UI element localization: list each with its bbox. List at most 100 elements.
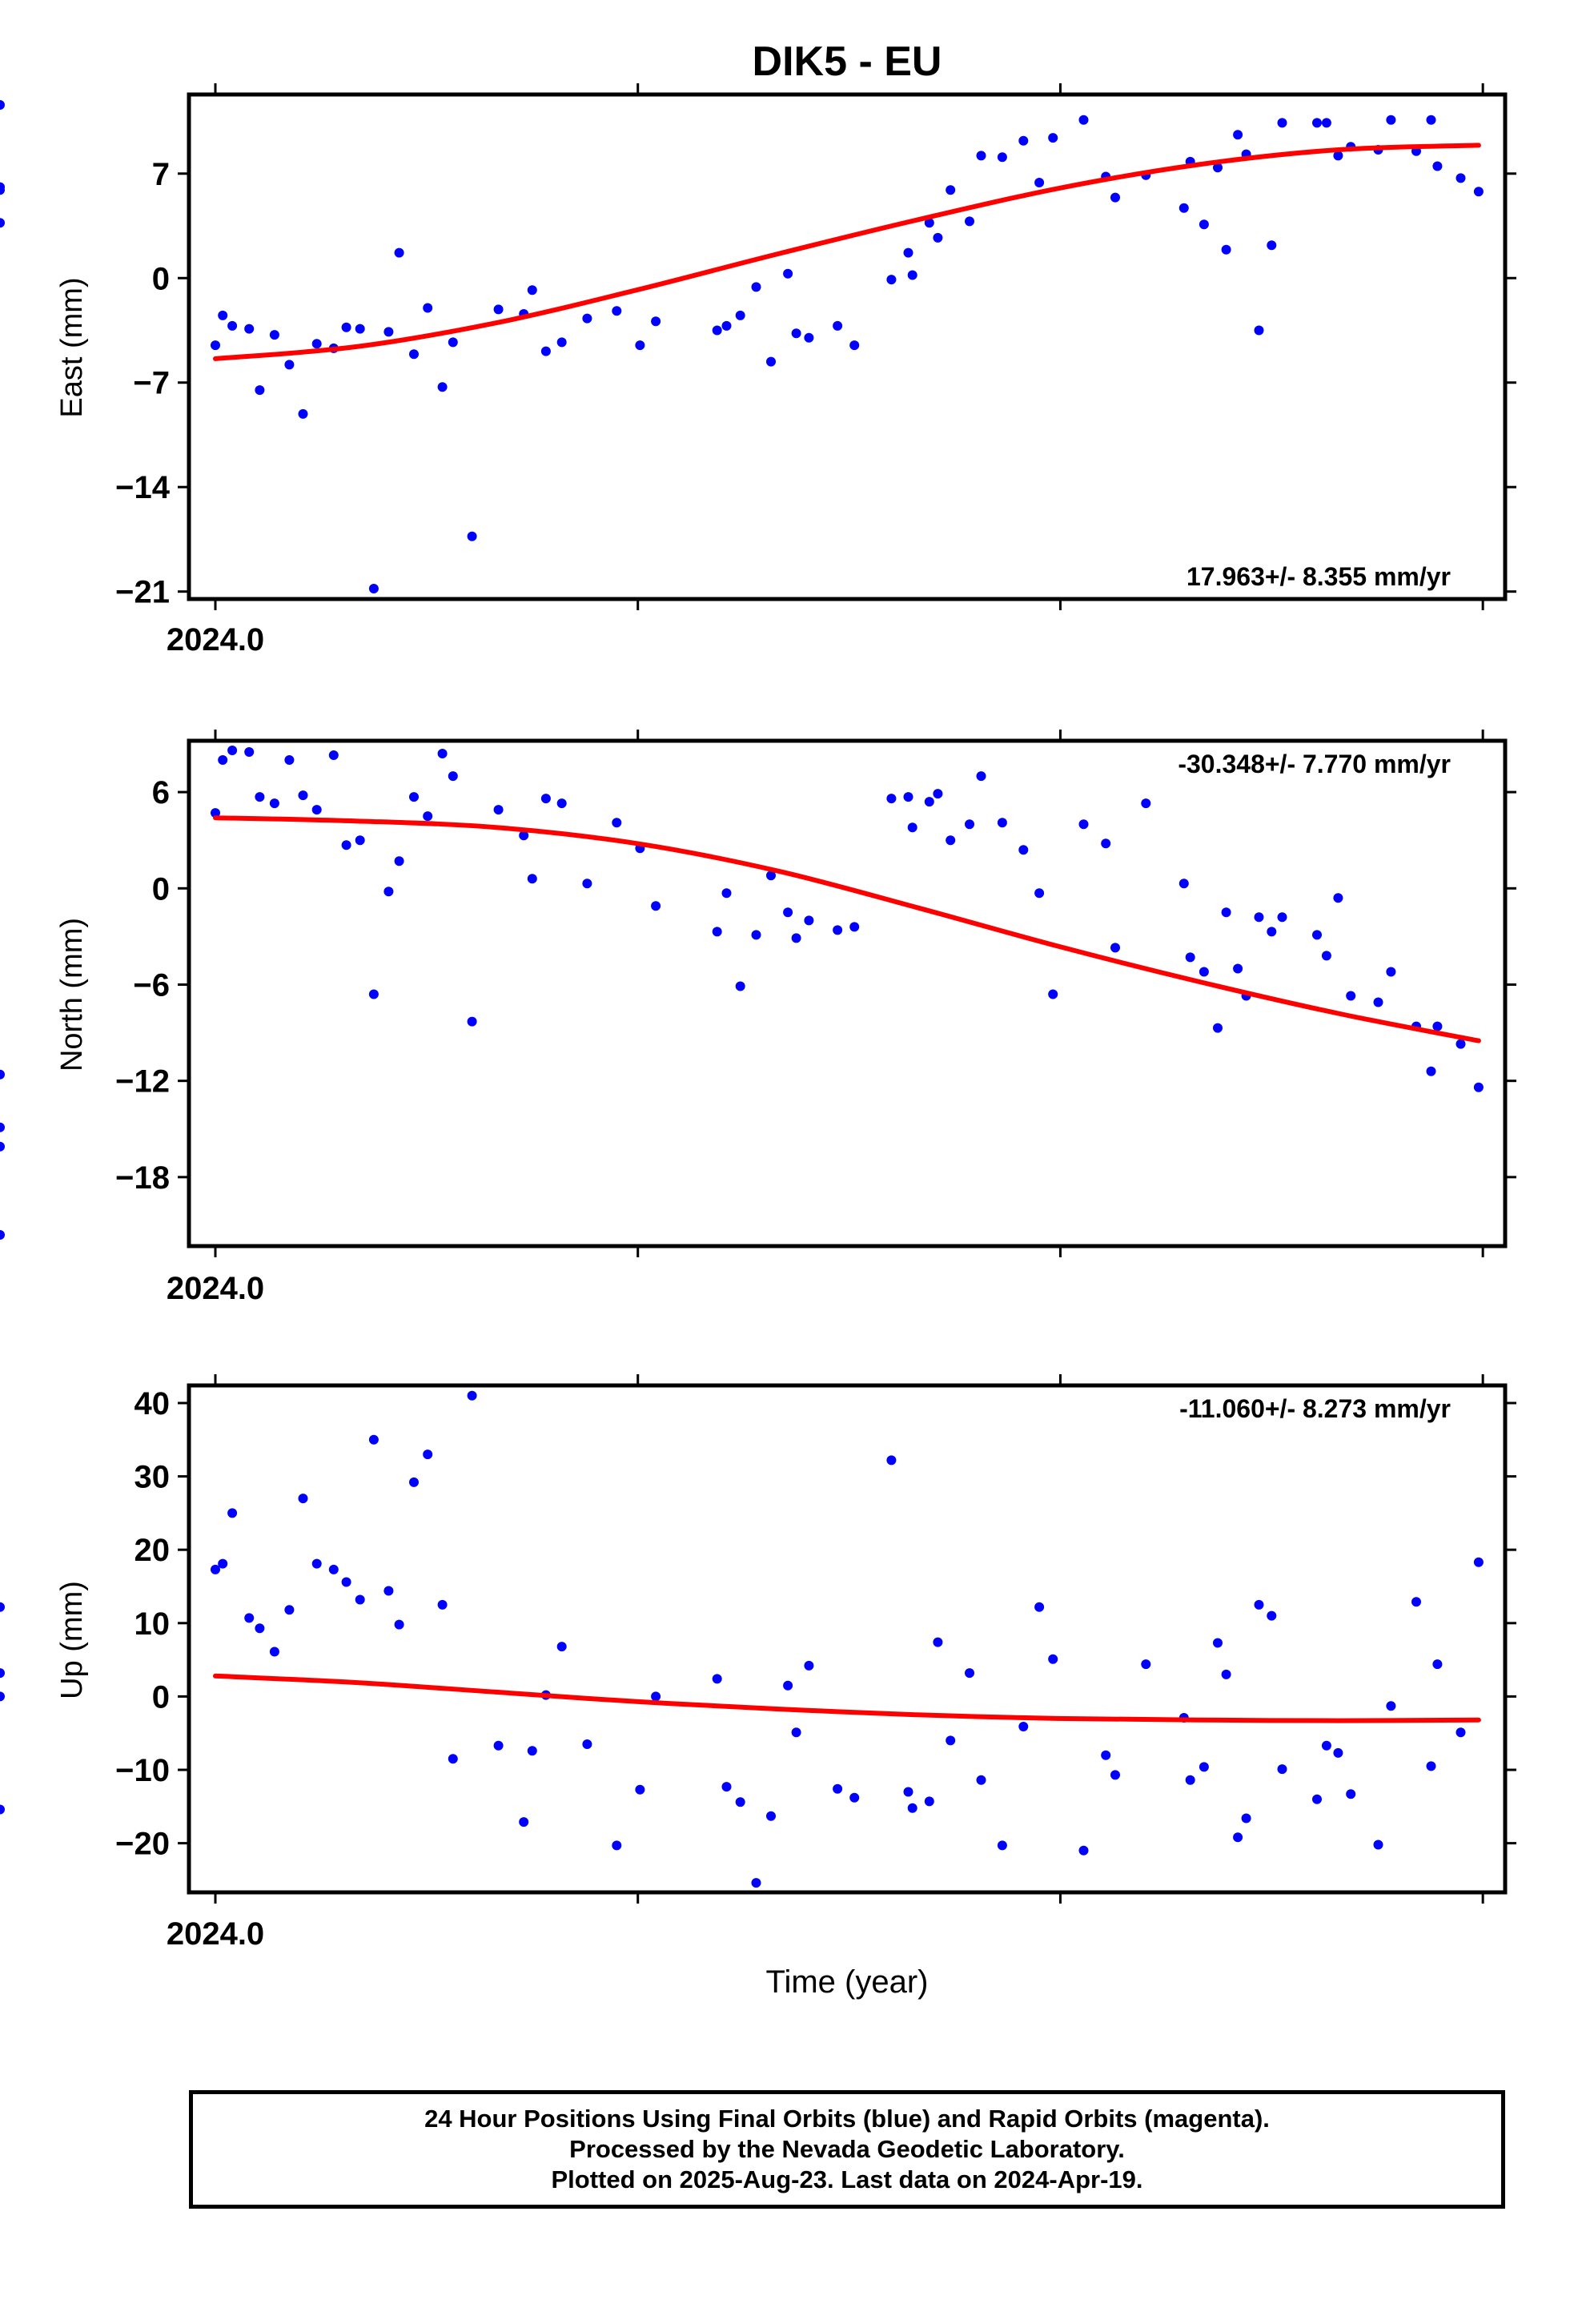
up-data-point bbox=[721, 1782, 732, 1792]
north-data-point bbox=[965, 819, 974, 830]
north-data-point bbox=[886, 794, 897, 804]
up-axis-label: Up (mm) bbox=[55, 1581, 89, 1699]
east-data-point bbox=[311, 339, 322, 349]
up-data-point bbox=[907, 1803, 917, 1813]
up-data-point bbox=[227, 1508, 238, 1518]
north-data-point bbox=[1346, 991, 1356, 1001]
figure-title: DIK5 - EU bbox=[753, 38, 942, 85]
east-data-point bbox=[833, 320, 843, 331]
north-data-point bbox=[651, 901, 661, 911]
up-data-point bbox=[1456, 1727, 1466, 1738]
up-data-point bbox=[1373, 1839, 1383, 1850]
east-data-point bbox=[1267, 240, 1277, 251]
east-data-point bbox=[804, 332, 814, 343]
up-data-point bbox=[1233, 1832, 1243, 1843]
east-data-point bbox=[1199, 219, 1209, 230]
east-data-point bbox=[556, 337, 567, 348]
north-data-point bbox=[0, 1069, 5, 1080]
north-ytick-label: 0 bbox=[152, 871, 170, 907]
up-data-point bbox=[903, 1787, 913, 1797]
east-ytick-label: 0 bbox=[152, 261, 170, 296]
up-data-point bbox=[1267, 1610, 1277, 1621]
up-data-point bbox=[804, 1660, 814, 1671]
up-data-point bbox=[946, 1735, 956, 1746]
north-data-point bbox=[211, 808, 220, 818]
east-data-point bbox=[976, 151, 986, 161]
north-fit-line bbox=[213, 815, 1481, 1043]
north-data-point bbox=[298, 790, 308, 801]
east-data-point bbox=[493, 304, 504, 315]
east-data-point bbox=[1456, 173, 1466, 183]
north-data-point bbox=[1267, 927, 1277, 937]
north-data-point bbox=[1018, 845, 1029, 855]
north-data-point bbox=[1185, 952, 1195, 963]
up-data-point bbox=[933, 1637, 943, 1647]
east-data-point bbox=[244, 324, 255, 334]
up-data-point bbox=[467, 1390, 477, 1401]
north-data-point bbox=[612, 818, 622, 828]
up-data-point bbox=[1333, 1747, 1343, 1758]
east-data-point bbox=[1473, 187, 1484, 197]
up-data-point bbox=[582, 1739, 592, 1749]
east-panel: East (mm) 17.963+/- 8.355 mm/yr 2024.0 −… bbox=[0, 83, 1516, 657]
north-data-point bbox=[1321, 951, 1331, 961]
up-data-point bbox=[1277, 1764, 1287, 1775]
east-data-point bbox=[1233, 130, 1243, 140]
north-data-point bbox=[448, 771, 458, 782]
north-data-point bbox=[437, 749, 448, 758]
east-data-point bbox=[933, 232, 943, 243]
north-data-point bbox=[1034, 888, 1045, 899]
north-data-point bbox=[1141, 798, 1151, 809]
up-ytick-label: 40 bbox=[135, 1386, 171, 1421]
east-data-point bbox=[284, 360, 295, 370]
east-data-point bbox=[255, 385, 265, 396]
east-ytick-label: 7 bbox=[152, 157, 170, 192]
east-data-point bbox=[1277, 118, 1287, 128]
north-ytick-label: −12 bbox=[115, 1064, 170, 1100]
north-data-point bbox=[924, 797, 934, 807]
north-data-point bbox=[849, 922, 860, 932]
up-data-point bbox=[255, 1623, 265, 1634]
east-data-point bbox=[437, 382, 448, 392]
up-data-point bbox=[1346, 1789, 1356, 1799]
up-data-point bbox=[298, 1494, 308, 1504]
north-panel: North (mm) -30.348+/- 7.770 mm/yr 2024.0… bbox=[0, 730, 1516, 1306]
footer-box: 24 Hour Positions Using Final Orbits (bl… bbox=[189, 2090, 1505, 2209]
north-data-point bbox=[751, 930, 761, 940]
up-data-point bbox=[751, 1878, 761, 1888]
up-data-point bbox=[635, 1784, 645, 1795]
up-data-point bbox=[556, 1642, 567, 1652]
north-data-point bbox=[976, 771, 986, 782]
east-data-point bbox=[582, 313, 592, 324]
up-data-point bbox=[833, 1783, 843, 1794]
east-data-point bbox=[0, 100, 5, 110]
up-data-point bbox=[849, 1792, 860, 1803]
east-data-point bbox=[368, 584, 379, 593]
up-panel: Up (mm) -11.060+/- 8.273 mm/yr 2024.0 −2… bbox=[0, 1374, 1516, 1952]
up-data-point bbox=[1185, 1775, 1195, 1785]
north-axis-label: North (mm) bbox=[55, 918, 89, 1072]
north-data-point bbox=[1078, 819, 1089, 830]
east-data-point bbox=[540, 346, 551, 356]
east-data-point bbox=[341, 322, 351, 332]
north-data-point bbox=[341, 840, 351, 850]
north-data-point bbox=[997, 818, 1007, 828]
up-data-point bbox=[712, 1674, 722, 1684]
up-ytick-label: 10 bbox=[135, 1606, 171, 1642]
up-data-point bbox=[284, 1605, 295, 1615]
up-data-point bbox=[527, 1746, 537, 1756]
north-data-point bbox=[1221, 907, 1231, 918]
east-data-point bbox=[1432, 161, 1443, 171]
up-ytick-label: 0 bbox=[152, 1679, 170, 1715]
east-data-point bbox=[1321, 118, 1331, 128]
north-data-point bbox=[721, 888, 732, 899]
north-data-point bbox=[1254, 912, 1264, 923]
up-ytick-label: −20 bbox=[115, 1827, 170, 1862]
up-data-point bbox=[924, 1796, 934, 1807]
up-data-point bbox=[1018, 1722, 1029, 1731]
east-data-point bbox=[1048, 133, 1058, 143]
up-data-point bbox=[368, 1434, 379, 1445]
up-data-point bbox=[1141, 1659, 1151, 1670]
up-frame bbox=[187, 1383, 1508, 1895]
east-data-point bbox=[612, 306, 622, 316]
